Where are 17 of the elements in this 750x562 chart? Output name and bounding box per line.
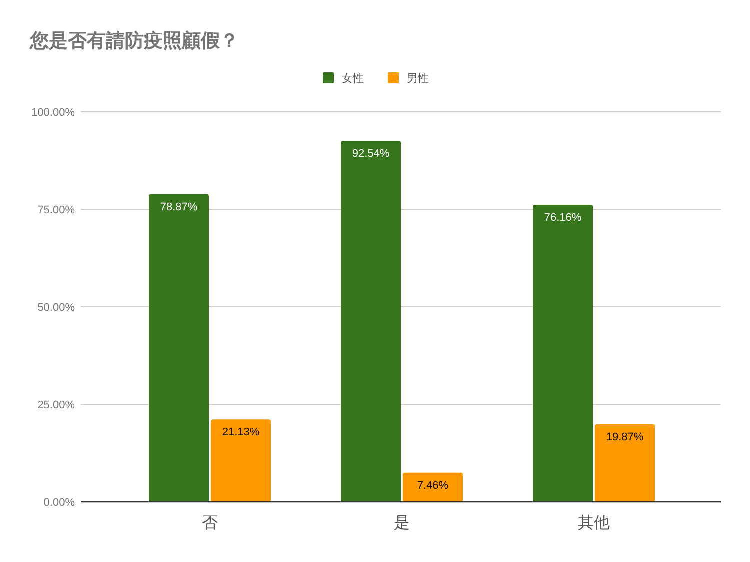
- y-tick-label: 75.00%: [38, 204, 75, 216]
- legend-label: 女性: [342, 73, 364, 85]
- data-label: 7.46%: [417, 480, 449, 492]
- data-label: 21.13%: [222, 426, 260, 439]
- legend-label: 男性: [407, 73, 429, 85]
- data-label: 92.54%: [352, 148, 390, 160]
- y-tick-label: 0.00%: [44, 497, 75, 509]
- x-tick-label: 否: [202, 515, 218, 532]
- y-tick-label: 25.00%: [38, 400, 75, 412]
- x-tick-label: 是: [394, 515, 410, 532]
- title: 您是否有請防疫照顧假？: [30, 31, 239, 52]
- y-tick-label: 100.00%: [32, 107, 75, 119]
- x-tick-label: 其他: [578, 515, 610, 532]
- data-label: 19.87%: [606, 432, 644, 444]
- data-label: 78.87%: [160, 201, 198, 214]
- data-label: 76.16%: [544, 212, 582, 224]
- y-tick-label: 50.00%: [38, 302, 75, 314]
